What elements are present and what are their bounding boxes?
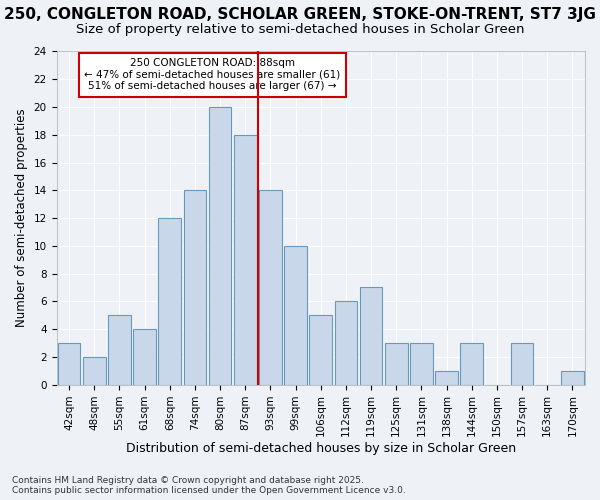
Text: Size of property relative to semi-detached houses in Scholar Green: Size of property relative to semi-detach… [76, 22, 524, 36]
Bar [335, 302, 357, 384]
Bar [435, 370, 458, 384]
Text: 250 CONGLETON ROAD: 88sqm
← 47% of semi-detached houses are smaller (61)
51% of : 250 CONGLETON ROAD: 88sqm ← 47% of semi-… [85, 58, 341, 92]
Bar [561, 370, 584, 384]
Text: Contains HM Land Registry data © Crown copyright and database right 2025.
Contai: Contains HM Land Registry data © Crown c… [12, 476, 406, 495]
Bar [385, 343, 407, 384]
Bar [410, 343, 433, 384]
Bar [133, 329, 156, 384]
Bar [460, 343, 483, 384]
X-axis label: Distribution of semi-detached houses by size in Scholar Green: Distribution of semi-detached houses by … [126, 442, 516, 455]
Bar [360, 288, 382, 384]
Bar [184, 190, 206, 384]
Bar [511, 343, 533, 384]
Bar [108, 315, 131, 384]
Bar [259, 190, 282, 384]
Bar [158, 218, 181, 384]
Text: 250, CONGLETON ROAD, SCHOLAR GREEN, STOKE-ON-TRENT, ST7 3JG: 250, CONGLETON ROAD, SCHOLAR GREEN, STOK… [4, 8, 596, 22]
Bar [234, 135, 257, 384]
Bar [83, 357, 106, 384]
Bar [209, 107, 232, 384]
Bar [58, 343, 80, 384]
Bar [284, 246, 307, 384]
Y-axis label: Number of semi-detached properties: Number of semi-detached properties [15, 108, 28, 328]
Bar [310, 315, 332, 384]
